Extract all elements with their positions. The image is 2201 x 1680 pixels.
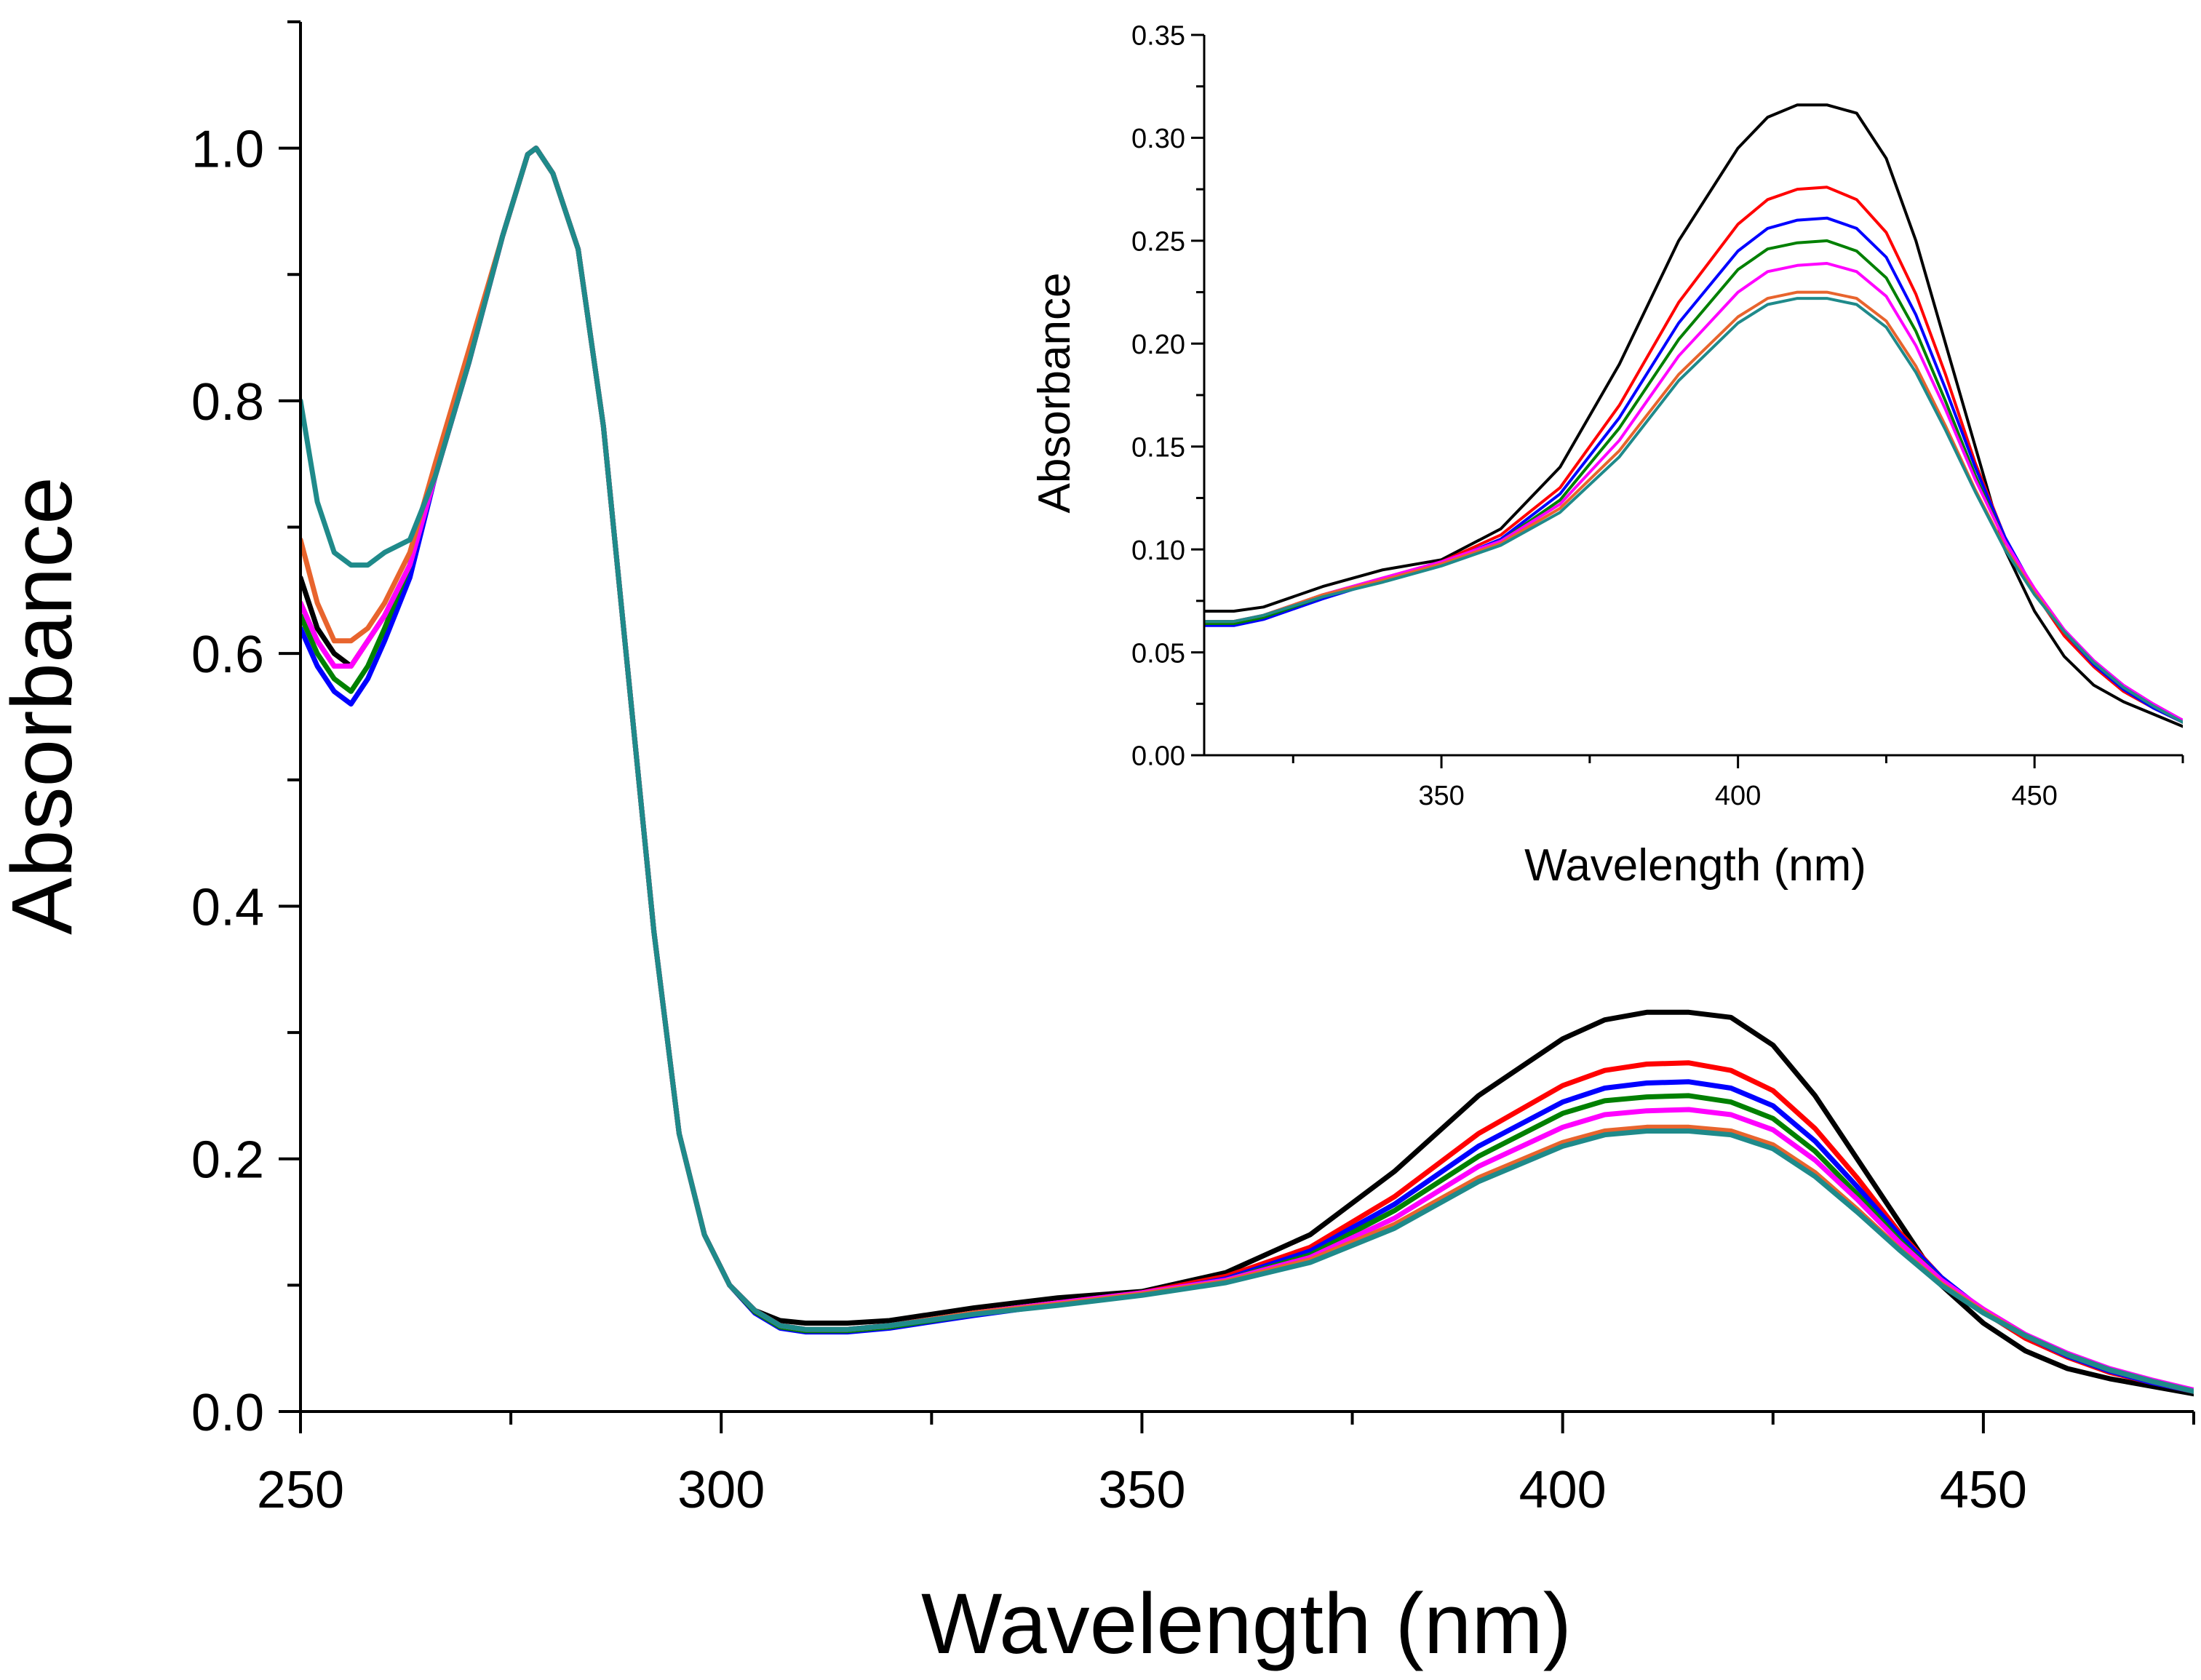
main-series-group [301,146,2194,1397]
inset-y-tick-label: 0.05 [1131,638,1185,669]
main-y-tick-label: 0.4 [191,878,264,936]
main-x-tick-label: 350 [1098,1461,1185,1519]
main-y-tick-label: 0.8 [191,373,264,431]
inset-y-axis-title: Absorbance [1030,273,1080,514]
main-series-teal [301,146,2194,1394]
inset-series-black [1204,103,2183,728]
main-chart: 250 300 350 400 450 0.0 0.2 0.4 0.6 0.8 1.0 Wavele… [0,20,2195,1672]
main-y-tick-label: 1.0 [191,121,264,179]
inset-x-tick-label: 400 [1715,781,1761,811]
inset-y-tick-label: 0.00 [1131,741,1185,772]
main-ticks: 250 300 350 400 450 0.0 0.2 0.4 0.6 0.8 1.0 [191,20,2195,1519]
main-x-tick-label: 250 [257,1461,344,1519]
inset-series-teal [1204,297,2183,724]
inset-y-tick-label: 0.30 [1131,124,1185,154]
inset-x-tick-label: 450 [2012,781,2058,811]
inset-y-tick-label: 0.25 [1131,227,1185,258]
main-y-axis-title: Absorbance [0,477,90,935]
inset-y-tick-label: 0.35 [1131,21,1185,52]
inset-x-axis-title: Wavelength (nm) [1524,840,1866,891]
inset-x-tick-label: 350 [1418,781,1464,811]
main-y-tick-label: 0.6 [191,626,264,684]
inset-y-tick-label: 0.20 [1131,330,1185,360]
main-x-axis-title: Wavelength (nm) [921,1576,1572,1672]
inset-background [1202,35,2186,763]
main-y-tick-label: 0.0 [191,1384,264,1442]
main-axes [299,22,2194,1413]
inset-y-tick-label: 0.10 [1131,536,1185,566]
inset-series-group [1204,103,2183,728]
inset-y-tick-label: 0.15 [1131,432,1185,463]
inset-chart: 350 400 450 0.00 0.05 0.10 0.15 0.20 0.25 0.30 0.3… [1030,21,2186,891]
main-x-tick-label: 450 [1940,1461,2027,1519]
main-y-tick-label: 0.2 [191,1131,264,1190]
main-x-tick-label: 400 [1519,1461,1607,1519]
main-x-tick-label: 300 [677,1461,765,1519]
inset-ticks: 350 400 450 0.00 0.05 0.10 0.15 0.20 0.25 0.30 0.3… [1131,21,2184,811]
